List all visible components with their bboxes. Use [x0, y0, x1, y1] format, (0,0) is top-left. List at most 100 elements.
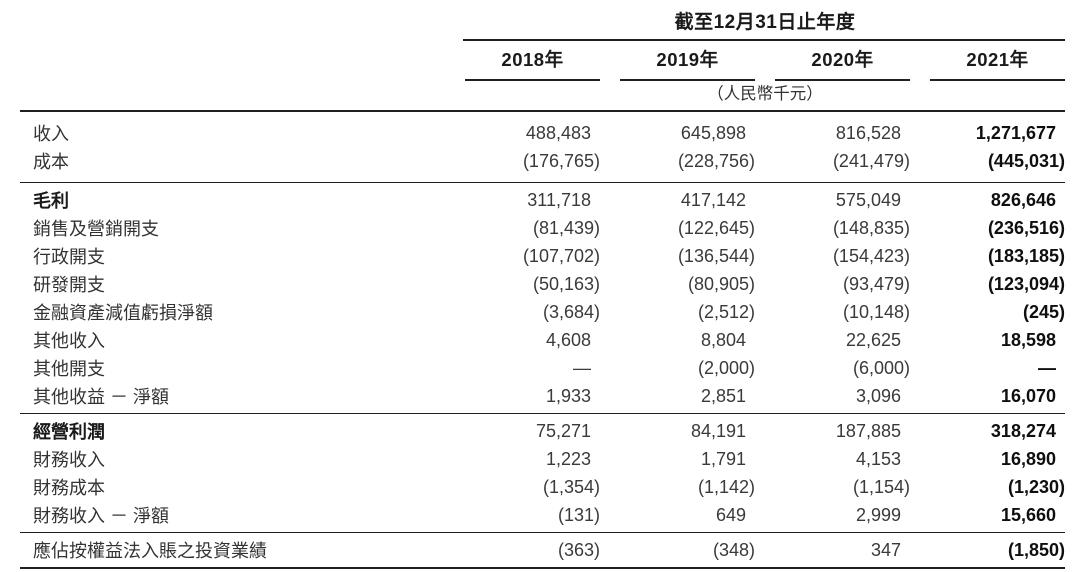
table-row: 其他收入 4,608 8,804 22,625 18,598	[20, 326, 1065, 354]
table-row: 金融資產減值虧損淨額 (3,684) (2,512) (10,148) (245)	[20, 298, 1065, 326]
period-title: 截至12月31日止年度	[674, 12, 856, 33]
row-label: 財務收入	[33, 450, 105, 470]
value-cell-2021: (1,230)	[1007, 476, 1065, 497]
row-label: 財務收入 － 淨額	[33, 506, 170, 526]
table-row: 行政開支 (107,702) (136,544) (154,423) (183,185)	[20, 242, 1065, 270]
table-row: 財務收入 1,223 1,791 4,153 16,890	[20, 445, 1065, 473]
table-row: 應佔按權益法入賬之投資業績 (363) (348) 347 (1,850)	[20, 536, 1065, 564]
value-cell-2020: 3,096	[855, 385, 901, 406]
value-cell-2019: (228,756)	[677, 150, 755, 171]
row-label: 成本	[33, 152, 69, 172]
value-cell-2018: 488,483	[525, 122, 591, 143]
value-cell-2019: 417,142	[680, 189, 746, 210]
year-header-2020: 2020年	[775, 46, 910, 81]
table-row: 成本 (176,765) (228,756) (241,479) (445,031)	[20, 147, 1065, 175]
value-cell-2021: 318,274	[990, 420, 1056, 441]
period-title-rule	[463, 39, 1065, 41]
value-cell-2019: (348)	[712, 539, 755, 560]
value-cell-2020: (241,479)	[832, 150, 910, 171]
value-cell-2018: (363)	[557, 539, 600, 560]
value-cell-2020: (148,835)	[832, 217, 910, 238]
value-cell-2020: 2,999	[855, 504, 901, 525]
table-rule-bottom	[20, 567, 1065, 569]
value-cell-2019: 8,804	[700, 329, 746, 350]
row-label: 其他開支	[33, 359, 105, 379]
value-cell-2019: (1,142)	[697, 476, 755, 497]
value-cell-2019: (2,000)	[697, 357, 755, 378]
value-cell-2021: 18,598	[1000, 329, 1056, 350]
value-cell-2021: 826,646	[990, 189, 1056, 210]
table-section: 毛利 311,718 417,142 575,049 826,646 銷售及營銷開支 (81…	[20, 183, 1065, 413]
table-row: 其他收益 － 淨額 1,933 2,851 3,096 16,070	[20, 382, 1065, 410]
value-cell-2020: (154,423)	[832, 245, 910, 266]
row-label: 經營利潤	[33, 422, 105, 442]
year-header-2021: 2021年	[930, 46, 1065, 81]
value-cell-2018: (81,439)	[532, 217, 600, 238]
table-section: 應佔按權益法入賬之投資業績 (363) (348) 347 (1,850)	[20, 533, 1065, 567]
value-cell-2018: 75,271	[535, 420, 591, 441]
value-cell-2019: 2,851	[700, 385, 746, 406]
value-cell-2018: (1,354)	[542, 476, 600, 497]
row-label: 銷售及營銷開支	[33, 219, 159, 239]
value-cell-2021: —	[1038, 357, 1056, 378]
value-cell-2020: 4,153	[855, 448, 901, 469]
value-cell-2018: (176,765)	[522, 150, 600, 171]
section-divider-rule	[20, 413, 1065, 414]
value-cell-2019: 1,791	[700, 448, 746, 469]
value-cell-2019: 645,898	[680, 122, 746, 143]
value-cell-2018: (107,702)	[522, 245, 600, 266]
section-divider-rule	[20, 532, 1065, 533]
value-cell-2021: (445,031)	[987, 150, 1065, 171]
value-cell-2021: (1,850)	[1007, 539, 1065, 560]
row-label: 金融資產減值虧損淨額	[33, 303, 213, 323]
value-cell-2021: (183,185)	[987, 245, 1065, 266]
value-cell-2018: 4,608	[545, 329, 591, 350]
table-section: 收入 488,483 645,898 816,528 1,271,677 成本 (176,7…	[20, 112, 1065, 182]
table-row: 收入 488,483 645,898 816,528 1,271,677	[20, 119, 1065, 147]
row-label: 行政開支	[33, 247, 105, 267]
value-cell-2020: 575,049	[835, 189, 901, 210]
value-cell-2018: (50,163)	[532, 273, 600, 294]
value-cell-2020: 22,625	[845, 329, 901, 350]
table-row: 財務成本 (1,354) (1,142) (1,154) (1,230)	[20, 473, 1065, 501]
table-row: 經營利潤 75,271 84,191 187,885 318,274	[20, 417, 1065, 445]
table-body: 收入 488,483 645,898 816,528 1,271,677 成本 (176,7…	[20, 110, 1065, 569]
table-row: 財務收入 － 淨額 (131) 649 2,999 15,660	[20, 501, 1065, 529]
value-cell-2018: 1,223	[545, 448, 591, 469]
year-header-2019: 2019年	[620, 46, 755, 81]
table-row: 毛利 311,718 417,142 575,049 826,646	[20, 186, 1065, 214]
row-label: 研發開支	[33, 275, 105, 295]
currency-unit-note: （人民幣千元）	[707, 85, 823, 103]
row-label: 其他收益 － 淨額	[33, 387, 170, 407]
value-cell-2020: 816,528	[835, 122, 901, 143]
table-section: 經營利潤 75,271 84,191 187,885 318,274 財務收入 1,223 1…	[20, 414, 1065, 532]
table-row: 研發開支 (50,163) (80,905) (93,479) (123,094)	[20, 270, 1065, 298]
value-cell-2021: (245)	[1022, 301, 1065, 322]
value-cell-2021: (123,094)	[987, 273, 1065, 294]
value-cell-2019: (2,512)	[697, 301, 755, 322]
table-row: 銷售及營銷開支 (81,439) (122,645) (148,835) (236,51…	[20, 214, 1065, 242]
row-label: 收入	[33, 124, 69, 144]
value-cell-2018: —	[573, 357, 591, 378]
value-cell-2021: 15,660	[1000, 504, 1056, 525]
value-cell-2019: 649	[715, 504, 746, 525]
value-cell-2020: 347	[870, 539, 901, 560]
value-cell-2021: 16,890	[1000, 448, 1056, 469]
table-row: 其他開支 — (2,000) (6,000) —	[20, 354, 1065, 382]
value-cell-2020: 187,885	[835, 420, 901, 441]
row-label: 毛利	[33, 191, 69, 211]
value-cell-2018: (131)	[557, 504, 600, 525]
value-cell-2019: (136,544)	[677, 245, 755, 266]
value-cell-2020: (93,479)	[842, 273, 910, 294]
value-cell-2019: (80,905)	[687, 273, 755, 294]
row-label: 應佔按權益法入賬之投資業績	[33, 541, 267, 561]
value-cell-2021: 16,070	[1000, 385, 1056, 406]
value-cell-2021: 1,271,677	[975, 122, 1056, 143]
value-cell-2021: (236,516)	[987, 217, 1065, 238]
year-header-2018: 2018年	[465, 46, 600, 81]
value-cell-2018: 311,718	[527, 189, 591, 210]
row-label: 財務成本	[33, 478, 105, 498]
table-rule-top	[20, 110, 1065, 112]
value-cell-2018: 1,933	[545, 385, 591, 406]
